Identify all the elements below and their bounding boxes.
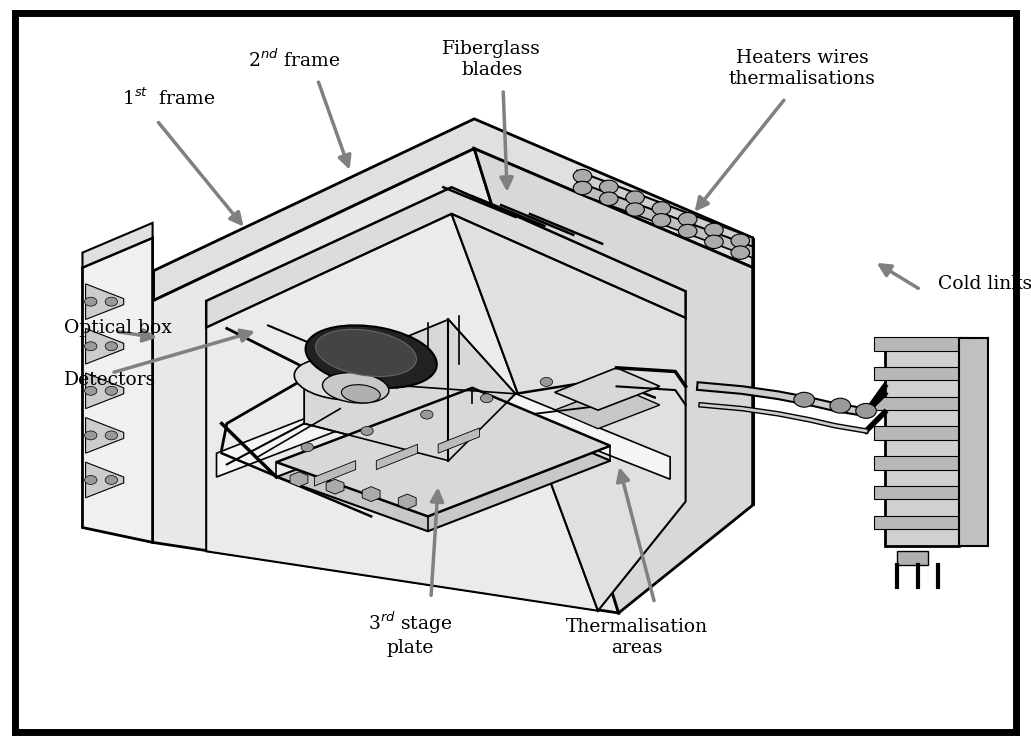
Circle shape <box>678 224 697 238</box>
Circle shape <box>705 223 724 236</box>
Circle shape <box>540 377 553 386</box>
Circle shape <box>85 386 97 395</box>
Circle shape <box>731 234 750 247</box>
Circle shape <box>105 476 118 484</box>
Text: 3$^{rd}$ stage
plate: 3$^{rd}$ stage plate <box>368 609 453 657</box>
Circle shape <box>599 180 618 193</box>
Polygon shape <box>314 461 356 486</box>
Polygon shape <box>276 403 610 531</box>
Polygon shape <box>959 338 988 546</box>
Circle shape <box>85 297 97 306</box>
Circle shape <box>678 212 697 226</box>
Text: Thermalisation
areas: Thermalisation areas <box>566 618 708 657</box>
Circle shape <box>731 246 750 259</box>
Polygon shape <box>276 388 610 516</box>
Polygon shape <box>86 328 124 364</box>
Circle shape <box>573 169 592 183</box>
Text: 2$^{nd}$ frame: 2$^{nd}$ frame <box>247 48 340 71</box>
Circle shape <box>652 201 670 215</box>
Polygon shape <box>555 368 660 410</box>
Polygon shape <box>82 238 153 542</box>
Text: Detectors: Detectors <box>64 372 156 389</box>
Circle shape <box>480 394 493 403</box>
Polygon shape <box>206 214 598 611</box>
Circle shape <box>105 297 118 306</box>
Circle shape <box>599 192 618 205</box>
Polygon shape <box>153 149 619 613</box>
Ellipse shape <box>305 325 437 388</box>
Polygon shape <box>438 428 479 453</box>
Text: Fiberglass
blades: Fiberglass blades <box>442 40 541 79</box>
Polygon shape <box>874 426 969 440</box>
Circle shape <box>794 392 814 407</box>
Text: Optical box: Optical box <box>64 319 172 337</box>
Polygon shape <box>376 444 418 470</box>
Polygon shape <box>555 386 660 429</box>
Ellipse shape <box>341 385 380 403</box>
Polygon shape <box>885 338 959 546</box>
Circle shape <box>105 386 118 395</box>
Circle shape <box>301 443 313 452</box>
Circle shape <box>85 342 97 351</box>
Text: Heaters wires
thermalisations: Heaters wires thermalisations <box>729 49 875 88</box>
Polygon shape <box>874 456 969 470</box>
Circle shape <box>85 476 97 484</box>
Polygon shape <box>86 418 124 453</box>
Circle shape <box>105 431 118 440</box>
Circle shape <box>626 191 644 204</box>
Polygon shape <box>874 367 969 380</box>
Polygon shape <box>206 187 686 328</box>
Text: 1$^{st}$  frame: 1$^{st}$ frame <box>122 88 215 108</box>
Polygon shape <box>86 462 124 498</box>
Polygon shape <box>217 364 670 479</box>
Polygon shape <box>897 551 928 565</box>
Ellipse shape <box>294 358 387 400</box>
Polygon shape <box>874 397 969 410</box>
Ellipse shape <box>315 329 417 377</box>
Polygon shape <box>304 319 516 461</box>
Circle shape <box>652 214 670 227</box>
Polygon shape <box>452 214 686 611</box>
Polygon shape <box>874 486 969 499</box>
Polygon shape <box>86 284 124 319</box>
Ellipse shape <box>323 373 389 403</box>
Circle shape <box>856 403 876 418</box>
Circle shape <box>830 398 851 413</box>
Polygon shape <box>577 182 753 258</box>
Polygon shape <box>577 171 753 247</box>
Circle shape <box>705 235 724 248</box>
Circle shape <box>85 431 97 440</box>
Polygon shape <box>874 516 969 529</box>
Circle shape <box>626 203 644 216</box>
Polygon shape <box>86 373 124 409</box>
Polygon shape <box>153 119 753 301</box>
Circle shape <box>361 426 373 435</box>
Circle shape <box>573 181 592 195</box>
Polygon shape <box>82 223 153 267</box>
Circle shape <box>421 410 433 419</box>
Polygon shape <box>874 337 969 351</box>
Polygon shape <box>474 149 753 613</box>
Circle shape <box>105 342 118 351</box>
Text: Cold links: Cold links <box>938 275 1031 293</box>
